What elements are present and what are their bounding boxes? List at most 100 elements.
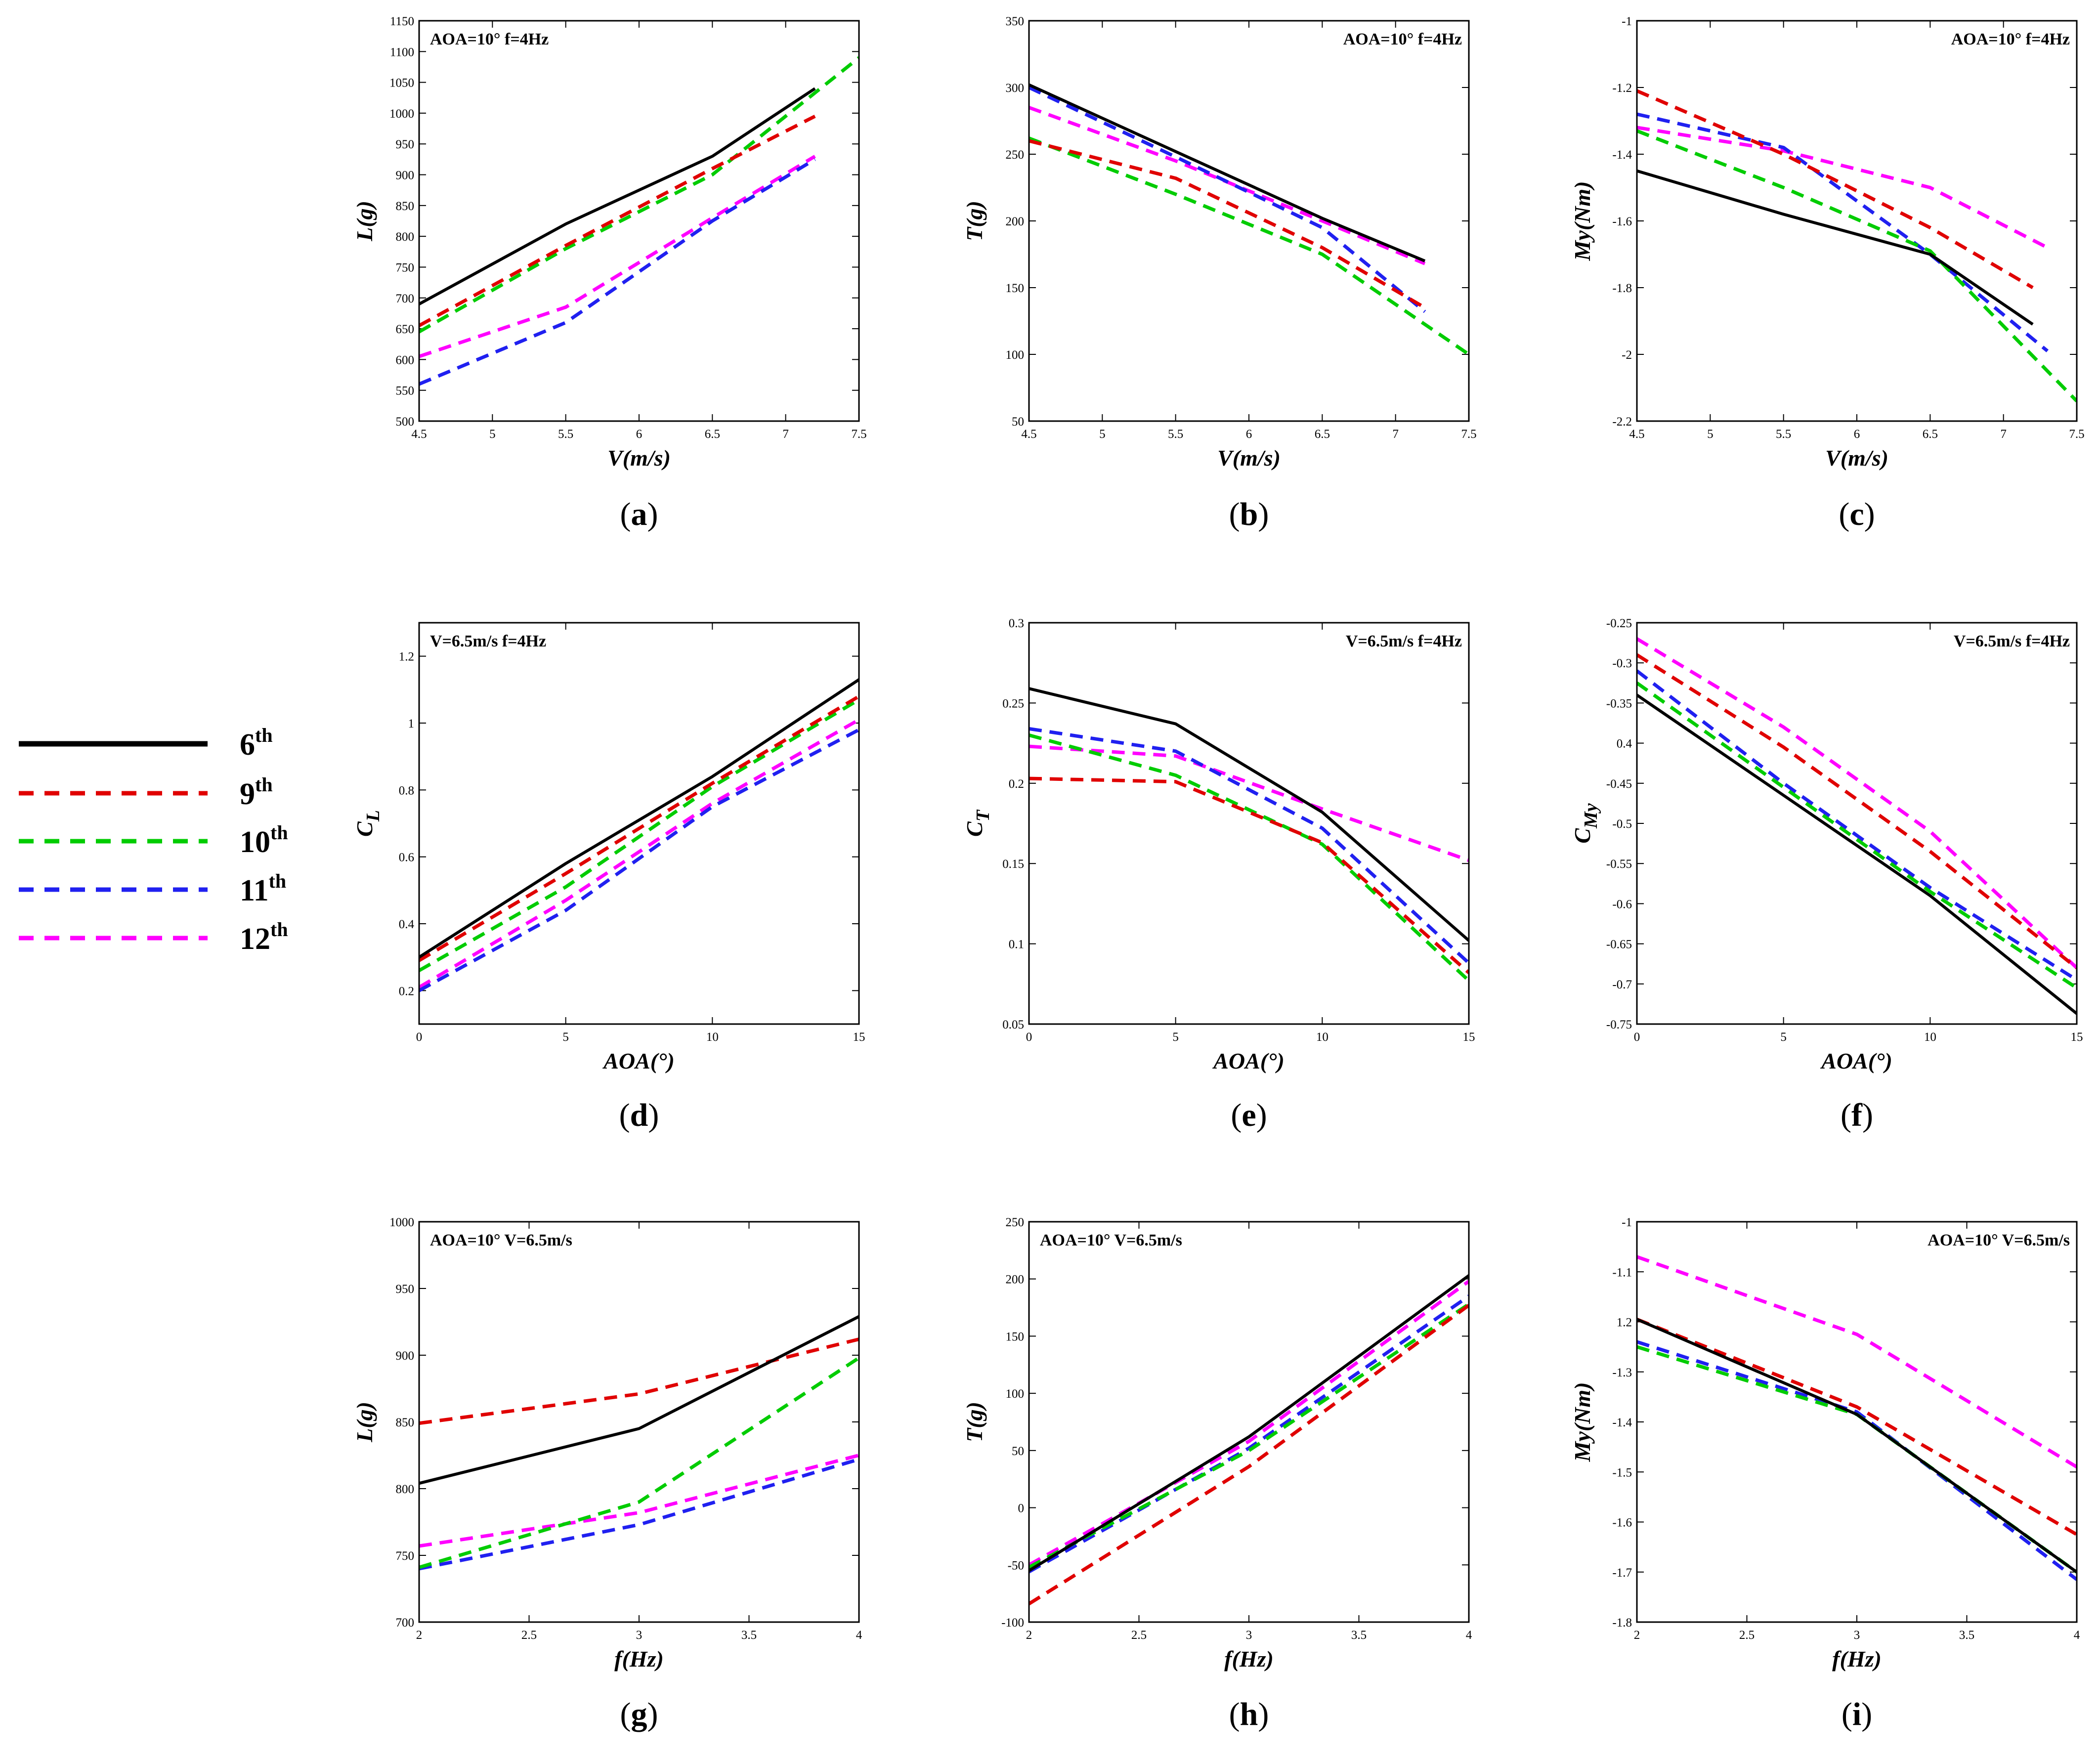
series-line-11th bbox=[1637, 669, 2077, 982]
x-tick-label: 10 bbox=[706, 1030, 719, 1044]
series-group bbox=[1029, 1274, 1469, 1605]
x-tick-label: 4 bbox=[856, 1629, 862, 1642]
y-tick-label: 50 bbox=[1012, 415, 1024, 429]
series-line-11th bbox=[419, 728, 859, 992]
panel-letter: (i) bbox=[1842, 1696, 1872, 1732]
plot-frame bbox=[418, 1221, 860, 1623]
x-tick-label: 4.5 bbox=[1629, 428, 1644, 441]
y-axis-label: My(Nm) bbox=[1570, 181, 1595, 261]
legend-label-number: 6 bbox=[240, 728, 255, 762]
x-tick-label: 3.5 bbox=[1351, 1629, 1367, 1642]
x-tick-label: 3 bbox=[1854, 1629, 1860, 1642]
y-tick-label: 850 bbox=[396, 1416, 415, 1429]
legend-label-superscript: th bbox=[270, 918, 288, 941]
y-tick-label: 1000 bbox=[389, 1216, 414, 1229]
y-tick-label: -0.7 bbox=[1612, 978, 1632, 991]
plot-frame bbox=[1636, 622, 2078, 1025]
x-tick-label: 0 bbox=[1634, 1030, 1640, 1044]
panel-letter-char: e bbox=[1242, 1097, 1256, 1133]
x-axis-label: AOA(°) bbox=[1212, 1048, 1285, 1073]
y-tick-label: 50 bbox=[1012, 1445, 1024, 1458]
y-tick-label: 900 bbox=[396, 169, 415, 182]
series-line-6th bbox=[1029, 1274, 1469, 1572]
series-group bbox=[1637, 89, 2077, 402]
condition-label: AOA=10° V=6.5m/s bbox=[1040, 1231, 1182, 1249]
series-line-11th bbox=[1637, 112, 2049, 352]
x-tick-label: 4 bbox=[1466, 1629, 1472, 1642]
series-line-6th bbox=[1637, 1318, 2077, 1574]
legend-label: 11th bbox=[240, 870, 286, 907]
condition-label: V=6.5m/s f=4Hz bbox=[430, 632, 546, 650]
y-tick-label: 200 bbox=[1006, 1273, 1025, 1286]
y-axis-label-main: C bbox=[1570, 828, 1595, 844]
plot-frame bbox=[1028, 1221, 1470, 1623]
y-tick-label: 0.8 bbox=[399, 784, 414, 797]
y-tick-label: 0.1 bbox=[1009, 938, 1024, 951]
x-tick-label: 7.5 bbox=[2069, 428, 2084, 441]
condition-label: AOA=10° f=4Hz bbox=[430, 30, 549, 48]
condition-label: AOA=10° V=6.5m/s bbox=[430, 1231, 572, 1249]
series-line-10th bbox=[419, 698, 859, 972]
panel-letter: (b) bbox=[1229, 496, 1269, 532]
y-axis-label: L(g) bbox=[352, 201, 377, 242]
x-axis-label: AOA(°) bbox=[1820, 1048, 1892, 1073]
panel-letter: (g) bbox=[620, 1696, 658, 1732]
y-tick-label: 0.05 bbox=[1002, 1018, 1024, 1031]
condition-label: AOA=10° V=6.5m/s bbox=[1928, 1231, 2070, 1249]
x-tick-label: 2.5 bbox=[1131, 1629, 1147, 1642]
y-tick-label: 700 bbox=[396, 1616, 415, 1629]
y-axis-label-subscript: My bbox=[1581, 803, 1601, 829]
series-line-6th bbox=[419, 87, 816, 305]
y-axis-label: CT bbox=[962, 809, 993, 837]
series-group bbox=[419, 1315, 859, 1571]
panel-letter: (d) bbox=[619, 1097, 659, 1133]
y-tick-label: -0.6 bbox=[1612, 898, 1632, 911]
y-tick-label: -100 bbox=[1001, 1616, 1024, 1629]
y-tick-label: 600 bbox=[396, 353, 415, 367]
panel-letter: (e) bbox=[1231, 1097, 1267, 1133]
y-tick-label: 0.15 bbox=[1002, 858, 1024, 871]
series-line-9th bbox=[419, 1337, 859, 1425]
y-tick-label: -1.6 bbox=[1612, 215, 1632, 228]
series-line-6th bbox=[1029, 687, 1469, 942]
y-tick-label: -0.75 bbox=[1606, 1018, 1632, 1031]
series-line-6th bbox=[419, 1315, 859, 1485]
y-tick-label: -2.2 bbox=[1612, 415, 1632, 429]
y-tick-label: 100 bbox=[1006, 1387, 1025, 1401]
y-tick-label: -0.35 bbox=[1606, 697, 1632, 710]
y-tick-label: 1000 bbox=[389, 107, 414, 121]
x-axis-label: AOA(°) bbox=[602, 1048, 675, 1073]
x-tick-label: 3.5 bbox=[1959, 1629, 1974, 1642]
y-tick-label: 750 bbox=[396, 1549, 415, 1563]
y-axis-label: My(Nm) bbox=[1570, 1382, 1595, 1462]
x-tick-label: 5 bbox=[562, 1030, 569, 1044]
x-tick-label: 10 bbox=[1316, 1030, 1329, 1044]
series-line-11th bbox=[1029, 727, 1469, 965]
y-axis-label: L(g) bbox=[352, 1402, 377, 1443]
y-tick-label: -1.2 bbox=[1612, 82, 1632, 95]
x-axis-label: V(m/s) bbox=[607, 445, 671, 471]
y-tick-label: -1.8 bbox=[1612, 282, 1632, 295]
y-tick-label: -1.5 bbox=[1612, 1466, 1632, 1479]
series-group bbox=[1029, 83, 1469, 356]
x-tick-label: 6 bbox=[1246, 428, 1252, 441]
y-tick-label: -1 bbox=[1622, 15, 1632, 28]
legend-label: 6th bbox=[240, 724, 273, 762]
series-line-9th bbox=[1029, 1304, 1469, 1605]
x-axis-label: f(Hz) bbox=[614, 1646, 664, 1672]
x-axis-label: V(m/s) bbox=[1217, 445, 1281, 471]
series-group bbox=[1029, 687, 1469, 982]
condition-label: V=6.5m/s f=4Hz bbox=[1954, 632, 2070, 650]
x-tick-label: 2 bbox=[1634, 1629, 1640, 1642]
y-tick-label: -1.7 bbox=[1612, 1566, 1632, 1580]
legend-label: 12th bbox=[240, 918, 288, 956]
series-line-11th bbox=[419, 1458, 859, 1571]
y-tick-label: 0.4 bbox=[399, 918, 415, 931]
x-tick-label: 2 bbox=[416, 1629, 423, 1642]
x-tick-label: 7.5 bbox=[1461, 428, 1476, 441]
panel-letter-char: g bbox=[631, 1696, 647, 1732]
panel-letter-char: d bbox=[630, 1097, 648, 1133]
y-tick-label: 350 bbox=[1006, 15, 1025, 28]
x-axis-label: f(Hz) bbox=[1224, 1646, 1274, 1672]
x-tick-label: 5 bbox=[1172, 1030, 1179, 1044]
